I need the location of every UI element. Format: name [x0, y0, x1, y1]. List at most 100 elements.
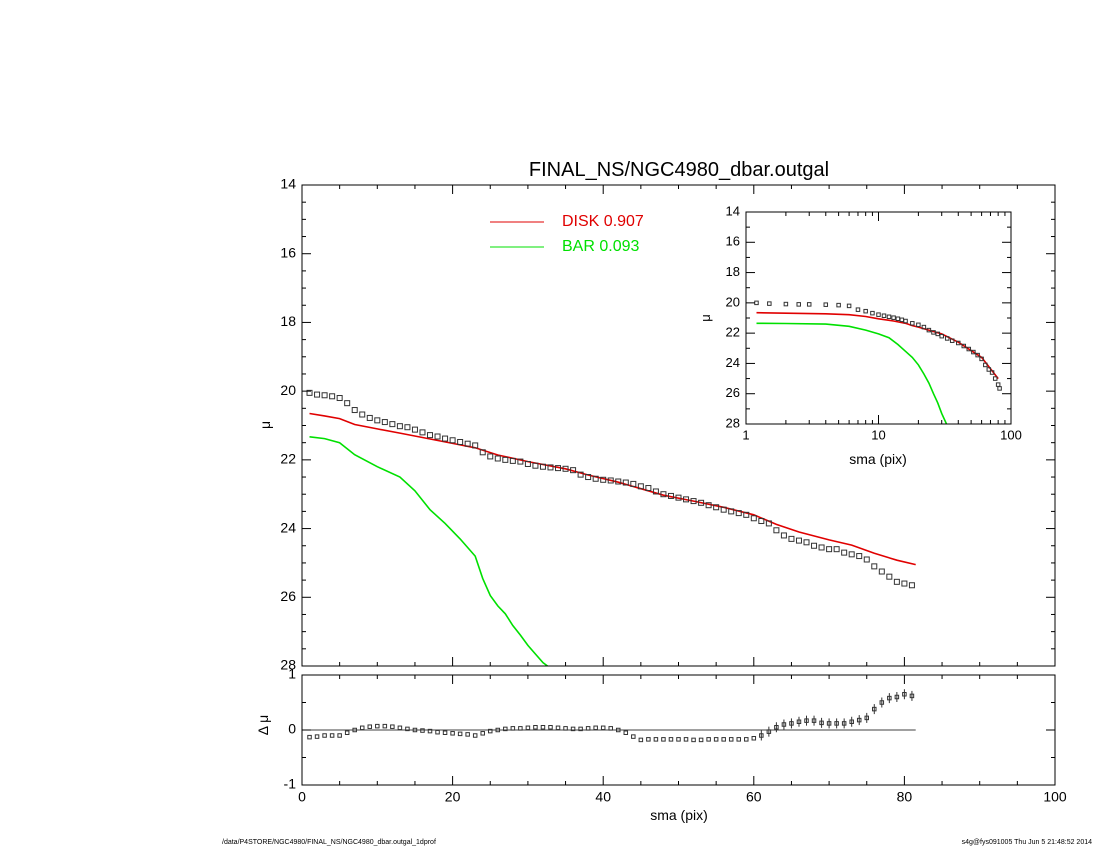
residual-data-point: [585, 726, 591, 731]
main-data-point: [637, 483, 644, 490]
main-data-point: [366, 414, 373, 421]
inset-data-point: [961, 343, 967, 349]
footer-timestamp: s4g@fys091005 Thu Jun 5 21:48:52 2014: [961, 839, 1092, 846]
residual-data-point: [518, 726, 523, 731]
main-y-axis-label: μ: [257, 421, 273, 429]
inset-data-point: [783, 301, 789, 307]
main-data-point: [750, 515, 757, 522]
main-ytick-label: 22: [280, 451, 296, 467]
inset-ytick-label: 16: [726, 234, 740, 249]
residual-data-point: [864, 715, 869, 721]
residual-data-point: [668, 737, 674, 742]
main-data-point: [803, 539, 810, 546]
residual-xtick-label: 20: [445, 788, 461, 804]
main-data-point: [502, 456, 509, 463]
residual-ytick-label: 0: [288, 721, 296, 737]
residual-data-point: [894, 694, 900, 700]
residual-data-point: [856, 717, 862, 723]
inset-xtick-label: 1: [742, 428, 749, 443]
residual-data-point: [329, 733, 335, 738]
inset-data-point: [956, 340, 961, 346]
inset-data-point: [939, 333, 944, 339]
main-data-point: [811, 542, 818, 549]
residual-data-point: [570, 726, 576, 732]
residual-data-point: [525, 725, 531, 731]
residual-data-point: [819, 720, 824, 726]
residual-data-point: [608, 726, 613, 731]
residual-data-point: [691, 737, 696, 743]
inset-data-point: [975, 352, 980, 358]
residual-data-point: [638, 737, 644, 743]
inset-data-point: [855, 307, 861, 312]
main-data-point: [434, 433, 441, 440]
main-data-point: [863, 556, 870, 563]
inset-data-point: [863, 308, 868, 314]
main-data-point: [479, 449, 486, 456]
inset-data-point: [986, 367, 992, 372]
inset-data-point: [806, 302, 812, 307]
main-data-point: [539, 463, 546, 470]
residual-data-point: [728, 737, 734, 742]
inset-x-axis-label: sma (pix): [849, 451, 907, 467]
residual-data-point: [510, 726, 516, 731]
residual-data-point: [751, 736, 757, 741]
inset-data-point: [931, 330, 936, 335]
residual-data-point: [661, 737, 666, 742]
main-data-point: [524, 460, 531, 467]
main-data-point: [562, 465, 569, 472]
main-data-point: [660, 491, 667, 498]
main-data-point: [306, 389, 313, 396]
main-data-point: [683, 496, 690, 503]
residual-data-point: [375, 723, 380, 729]
chart-title: FINAL_NS/NGC4980_dbar.outgal: [529, 159, 829, 181]
residual-data-point: [834, 721, 839, 726]
main-ytick-label: 18: [280, 313, 296, 329]
residual-data-point: [744, 737, 749, 742]
main-data-point: [344, 400, 351, 407]
main-data-point: [472, 442, 479, 449]
main-data-point: [329, 393, 336, 400]
residual-data-point: [352, 727, 357, 733]
main-data-point: [457, 438, 464, 445]
residual-data-point: [600, 725, 606, 731]
inset-data-point: [997, 386, 1002, 391]
main-data-point: [570, 467, 577, 474]
main-data-point: [494, 455, 501, 462]
main-data-point: [396, 423, 403, 430]
main-ytick-label: 20: [280, 382, 296, 398]
main-data-point: [795, 537, 802, 544]
inset-ytick-label: 18: [726, 264, 740, 279]
inset-data-point: [971, 349, 976, 355]
inset-series-group: [754, 300, 1002, 424]
inset-data-point: [989, 370, 995, 375]
residual-xtick-label: 80: [897, 788, 913, 804]
residual-data-point: [698, 737, 704, 743]
main-data-point: [908, 582, 915, 589]
main-data-point: [509, 457, 516, 464]
residual-data-point: [706, 737, 711, 742]
residual-data-point: [879, 700, 885, 705]
residual-data-point: [435, 729, 440, 735]
main-axes: 14 16 18 20 22 24 26 28: [280, 176, 1056, 673]
main-data-point: [389, 421, 396, 428]
main-ytick-label: 28: [280, 657, 296, 673]
residual-data-point: [472, 733, 478, 738]
residual-data-point: [344, 730, 350, 735]
residual-data-point: [503, 726, 508, 732]
residual-data-point: [412, 727, 418, 733]
main-data-point: [449, 437, 456, 444]
residual-data-point: [887, 695, 892, 701]
legend-disk-label: DISK 0.907: [562, 213, 644, 230]
residual-data-point: [405, 726, 410, 732]
main-ytick-label: 24: [280, 519, 296, 535]
main-data-point: [427, 432, 434, 439]
residual-data-point: [631, 734, 636, 739]
main-data-point: [630, 480, 637, 487]
residual-data-point: [337, 733, 342, 738]
residual-data-point: [465, 732, 470, 737]
main-disk-line: [309, 412, 916, 566]
main-data-point: [818, 544, 825, 551]
residual-data-point: [593, 725, 598, 731]
main-data-point: [615, 478, 622, 485]
